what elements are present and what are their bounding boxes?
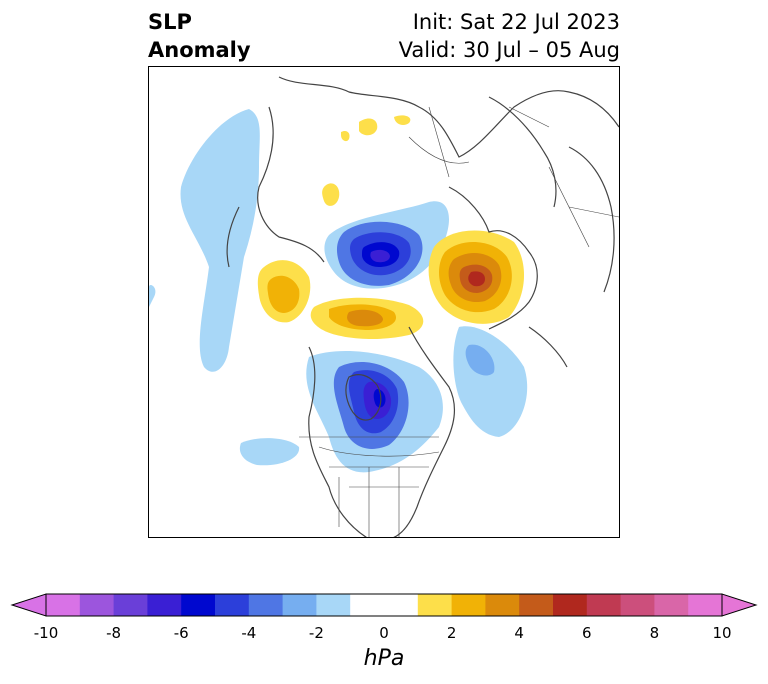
colorbar-tick-label: 10: [712, 624, 732, 642]
colorbar-tick-label: 4: [514, 624, 524, 642]
anomaly-positive-arctic-l3: [347, 309, 383, 327]
colorbar-segment: [46, 594, 81, 616]
colorbar-tick-label: -2: [308, 624, 324, 642]
colorbar-segment: [248, 594, 284, 616]
title-block: SLP Anomaly: [148, 8, 251, 64]
colorbar-segment: [519, 594, 554, 616]
anomaly-negative-light-ne-pacific: [239, 438, 300, 466]
title-anomaly: Anomaly: [148, 38, 251, 62]
colorbar-segment: [586, 594, 622, 616]
init-date: Init: Sat 22 Jul 2023: [412, 10, 620, 34]
colorbar-segment: [147, 594, 182, 616]
colorbar-extend-max: [721, 593, 758, 617]
colorbar-tick-label: 0: [379, 624, 389, 642]
colorbar-segment: [553, 594, 588, 616]
colorbar-tick-label: -4: [241, 624, 257, 642]
country-borders: [299, 106, 619, 537]
anomaly-negative-hudson-l4: [373, 389, 386, 408]
anomaly-negative-light-atlantic: [453, 326, 528, 437]
colorbar: [10, 593, 758, 617]
colorbar-segment: [350, 594, 385, 616]
anomaly-negative-mid-atlantic: [465, 344, 495, 376]
colorbar-tick-label: 2: [446, 624, 457, 642]
colorbar-tick-label: 8: [649, 624, 660, 642]
anomaly-negative-light-west: [180, 109, 260, 372]
colorbar-segment: [417, 594, 453, 616]
anomaly-map-svg: [149, 76, 619, 537]
anomaly-negative-arctic-l4: [370, 249, 390, 263]
polar-map: [148, 66, 620, 538]
colorbar-extend-min: [10, 593, 47, 617]
colorbar-tick-label: 6: [582, 624, 592, 642]
colorbar-segment: [384, 594, 419, 616]
colorbar-segment: [688, 594, 723, 616]
colorbar-outline: [45, 593, 723, 617]
anomaly-positive-asia-4: [341, 130, 350, 142]
anomaly-positive-alaska-l2: [267, 275, 300, 313]
anomaly-positive-europe-l5: [468, 271, 485, 287]
colorbar-segment: [181, 594, 216, 616]
colorbar-segment: [316, 594, 351, 616]
title-slp: SLP: [148, 10, 192, 34]
date-block: Init: Sat 22 Jul 2023 Valid: 30 Jul – 05…: [399, 8, 620, 64]
colorbar-tick-label: -10: [33, 624, 59, 642]
colorbar-segment: [654, 594, 689, 616]
colorbar-segment: [485, 594, 520, 616]
colorbar-segment: [113, 594, 148, 616]
anomaly-negative-light-pacific: [149, 285, 156, 307]
colorbar-segment: [620, 594, 655, 616]
coastlines: [226, 76, 619, 537]
colorbar-segment: [215, 594, 250, 616]
colorbar-tick-label: -6: [173, 624, 189, 642]
anomaly-positive-asia-2: [394, 115, 411, 125]
colorbar-tick-label: -8: [106, 624, 122, 642]
colorbar-segment: [79, 594, 115, 616]
colorbar-segment: [451, 594, 486, 616]
colorbar-segment: [282, 594, 317, 616]
anomaly-positive-asia-1: [359, 118, 378, 136]
colorbar-unit-label: hPa: [363, 646, 405, 671]
anomaly-positive-asia-3: [322, 183, 340, 206]
valid-range: Valid: 30 Jul – 05 Aug: [398, 38, 620, 62]
